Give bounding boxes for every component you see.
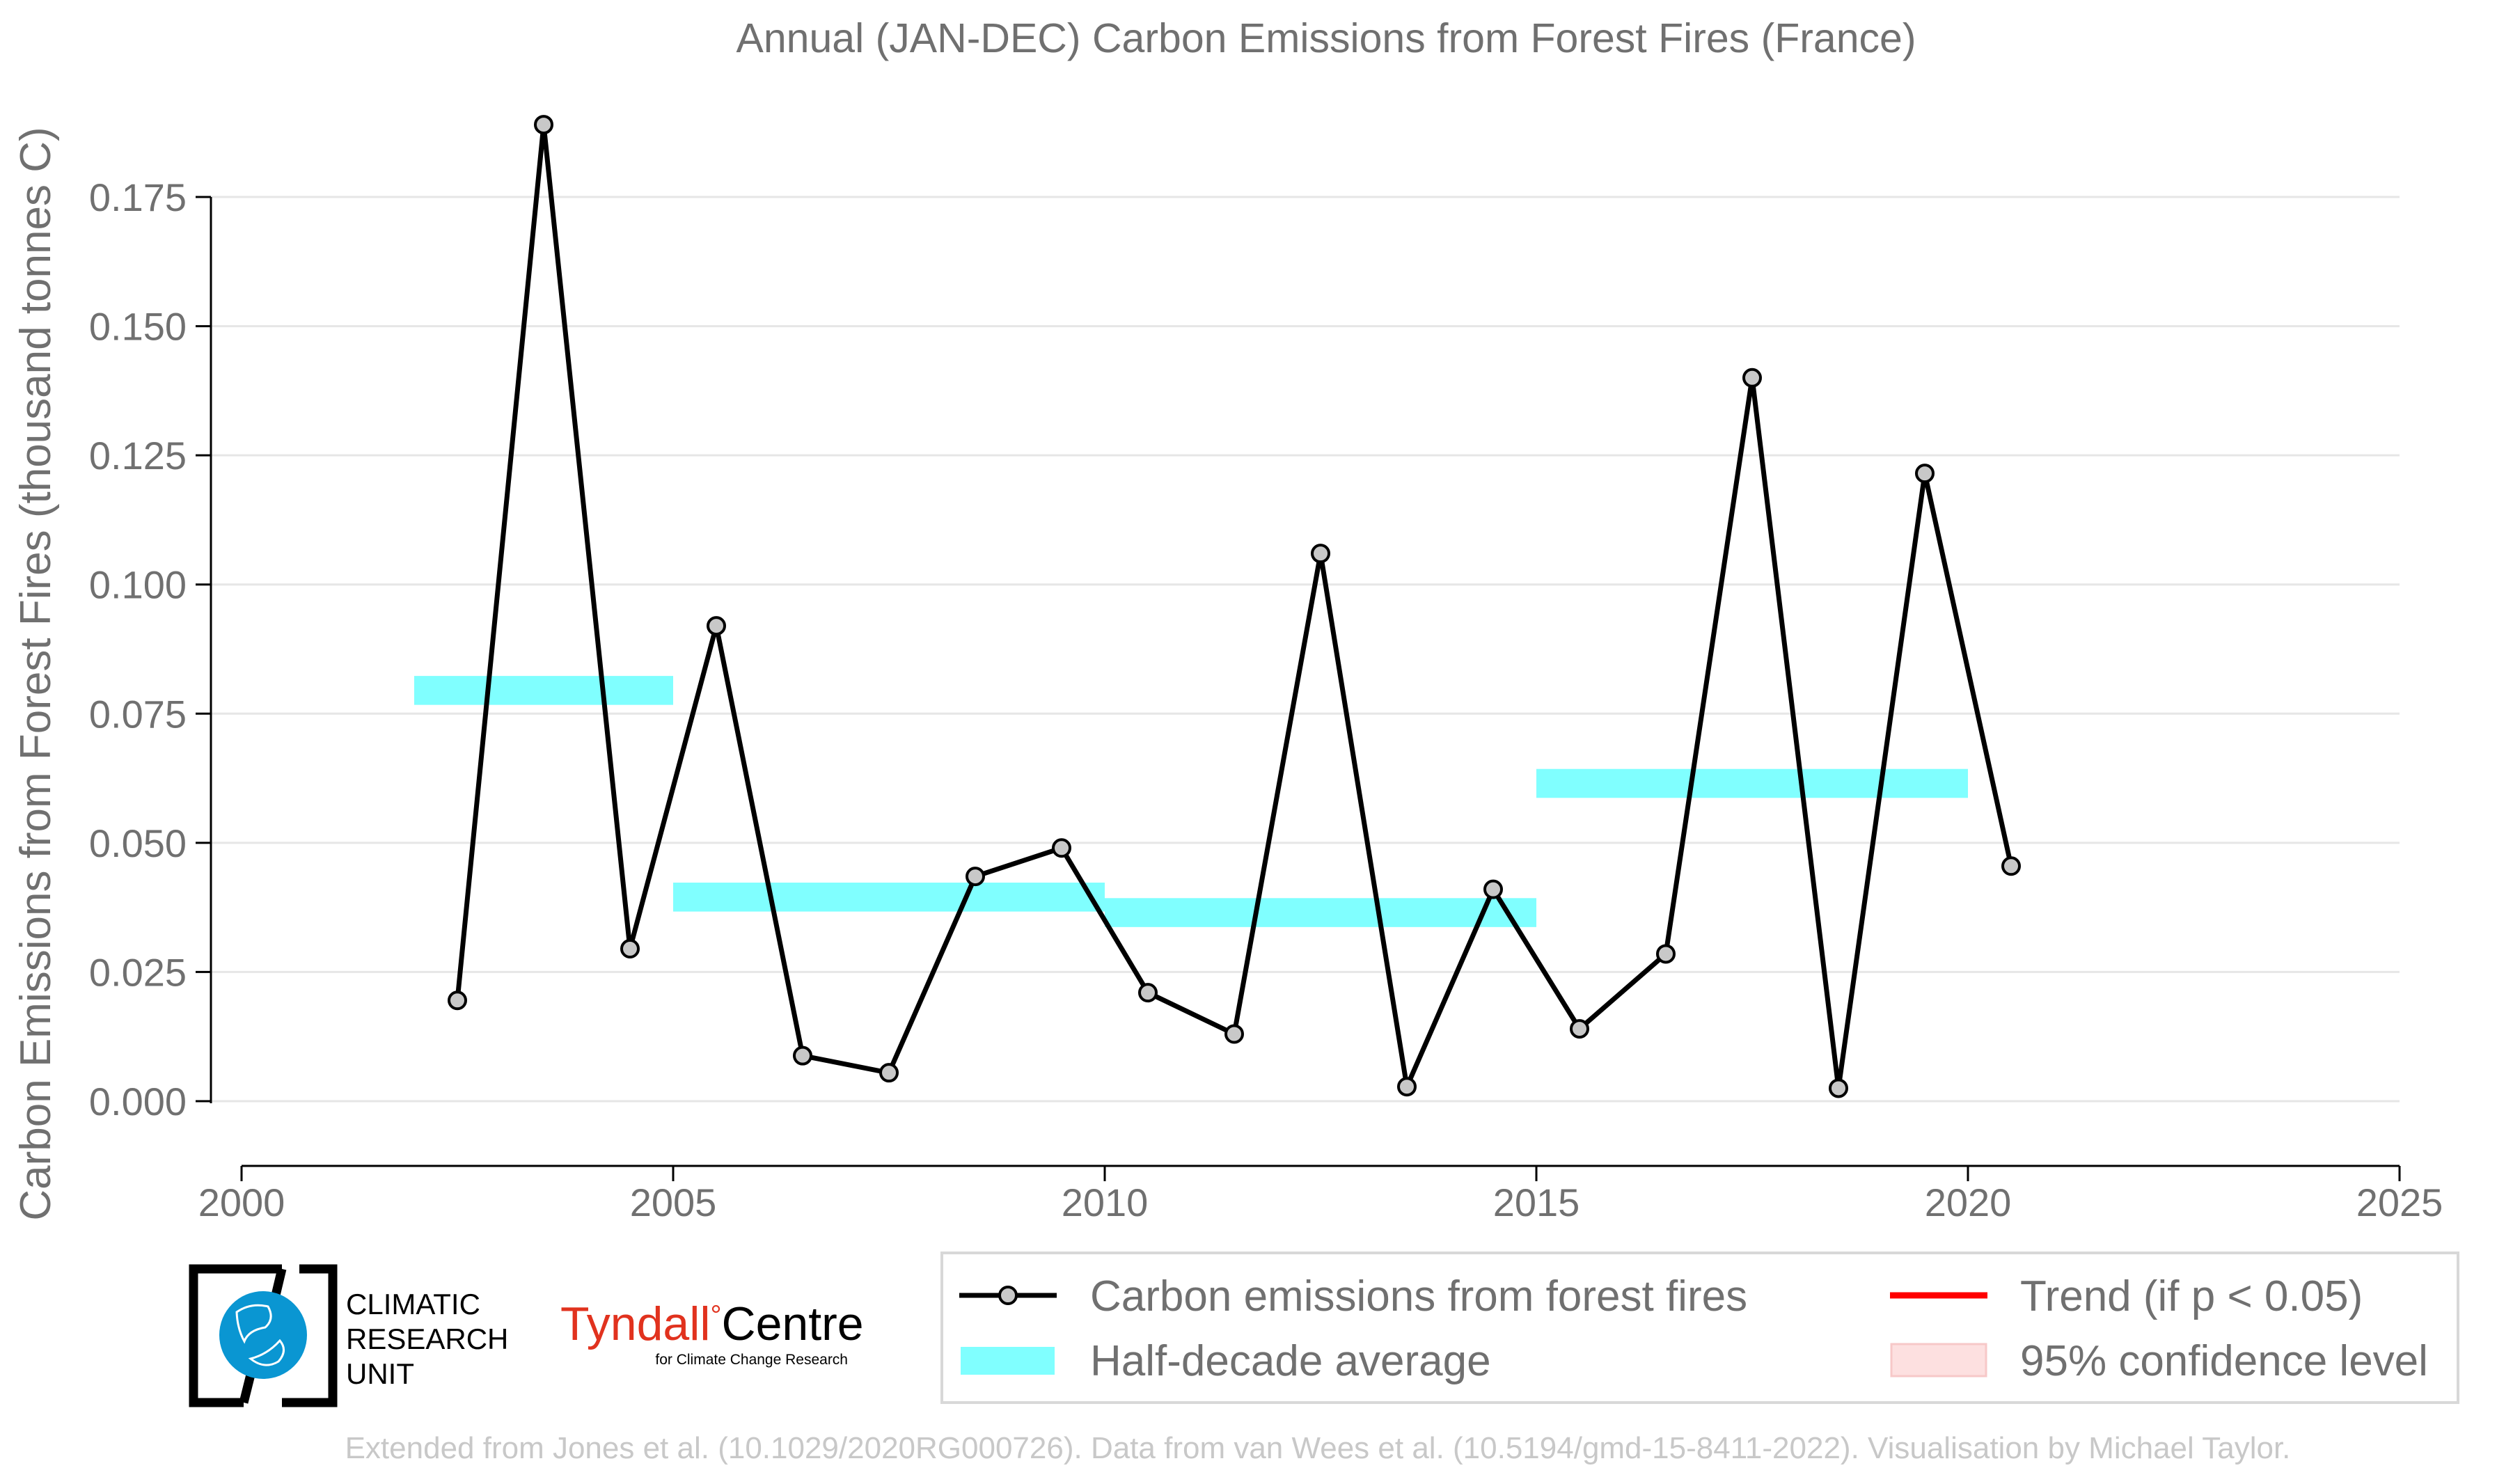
data-point xyxy=(966,867,985,887)
cru-logo-frame xyxy=(189,1264,338,1407)
y-tick-label: 0.175 xyxy=(89,175,187,219)
data-point xyxy=(534,115,553,135)
tyndall-logo: Tyndall°Centre for Climate Change Resear… xyxy=(560,1297,864,1368)
x-tick-label: 2000 xyxy=(198,1181,285,1224)
legend-marker-emissions xyxy=(998,1286,1018,1305)
x-tick-label: 2020 xyxy=(1925,1181,2012,1224)
x-tick-label: 2025 xyxy=(2356,1181,2443,1224)
legend-label-emissions: Carbon emissions from forest fires xyxy=(1090,1272,1747,1320)
legend-label-half-decade: Half-decade average xyxy=(1090,1337,1491,1385)
data-point xyxy=(1224,1024,1244,1044)
data-point xyxy=(793,1045,812,1066)
data-point xyxy=(1656,944,1676,964)
data-point xyxy=(1829,1078,1848,1098)
data-point xyxy=(1570,1019,1589,1039)
y-tick-label: 0.025 xyxy=(89,950,187,994)
data-point xyxy=(1742,368,1762,388)
half-decade-bar xyxy=(1105,898,1536,927)
footer-credit: Extended from Jones et al. (10.1029/2020… xyxy=(345,1431,2291,1465)
y-tick-label: 0.125 xyxy=(89,434,187,477)
data-point xyxy=(1397,1077,1417,1097)
legend-box xyxy=(940,1252,2459,1404)
series-line xyxy=(455,122,2014,1091)
y-tick-label: 0.075 xyxy=(89,692,187,736)
cru-logo: CLIMATIC RESEARCH UNIT xyxy=(189,1264,508,1407)
y-tick-label: 0.100 xyxy=(89,563,187,607)
legend: Carbon emissions from forest fires Trend… xyxy=(940,1252,2459,1404)
legend-swatch-half-decade xyxy=(961,1347,1055,1375)
x-tick-label: 2010 xyxy=(1062,1181,1149,1224)
legend-label-trend: Trend (if p < 0.05) xyxy=(2020,1272,2363,1320)
legend-swatch-confidence xyxy=(1890,1343,1987,1378)
data-point xyxy=(448,990,467,1011)
y-axis-label: Carbon Emissions from Forest Fires (thou… xyxy=(12,127,60,1220)
tyndall-logo-name: Tyndall°Centre xyxy=(560,1297,864,1350)
globe-icon xyxy=(219,1291,307,1379)
data-point xyxy=(1052,838,1071,858)
data-point xyxy=(1311,544,1330,564)
x-tick-label: 2015 xyxy=(1493,1181,1580,1224)
chart-title: Annual (JAN-DEC) Carbon Emissions from F… xyxy=(736,15,1916,61)
axes xyxy=(210,197,2400,1167)
data-point xyxy=(620,939,640,959)
cru-logo-line2: RESEARCH xyxy=(346,1323,508,1355)
data-point xyxy=(1915,464,1935,484)
tyndall-logo-subtitle: for Climate Change Research xyxy=(655,1352,848,1368)
grid xyxy=(211,196,2400,1103)
y-tick-label: 0.150 xyxy=(89,305,187,349)
x-tick-label: 2005 xyxy=(630,1181,717,1224)
half-decade-average-bars xyxy=(414,676,1968,927)
cru-logo-line1: CLIMATIC xyxy=(346,1288,480,1320)
data-point xyxy=(1483,879,1503,899)
y-ticks: 0.000 0.025 0.050 0.075 0.100 0.125 0.150 0.175 xyxy=(89,175,211,1123)
cru-logo-line3: UNIT xyxy=(346,1357,414,1390)
legend-label-confidence: 95% confidence level xyxy=(2020,1337,2428,1385)
data-point xyxy=(879,1063,899,1083)
half-decade-bar xyxy=(673,883,1105,912)
globe-icon-continent xyxy=(235,1304,285,1366)
series-markers xyxy=(448,115,2021,1098)
cru-logo-slash-bottom xyxy=(239,1373,255,1404)
half-decade-bar xyxy=(414,676,673,705)
data-point xyxy=(2001,856,2021,876)
data-point xyxy=(707,616,726,636)
y-tick-label: 0.000 xyxy=(89,1080,187,1123)
x-ticks: 2000 2005 2010 2015 2020 2025 xyxy=(198,1166,2443,1224)
y-tick-label: 0.050 xyxy=(89,821,187,865)
data-point xyxy=(1138,983,1158,1003)
half-decade-bar xyxy=(1536,768,1968,798)
